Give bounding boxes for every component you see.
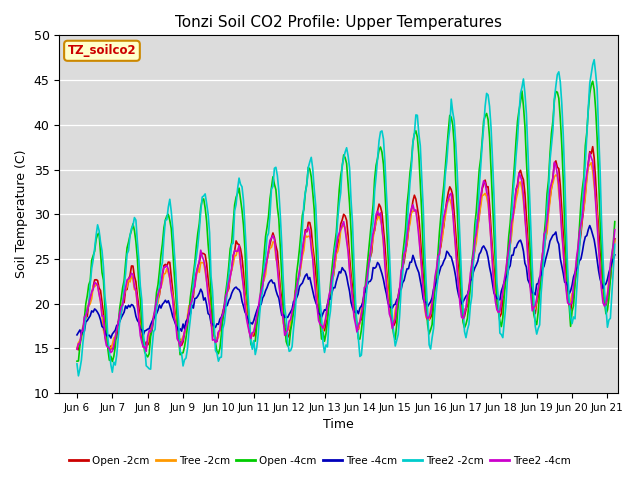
- X-axis label: Time: Time: [323, 419, 354, 432]
- Tree2 -2cm: [166, 196, 173, 202]
- Tree -2cm: [588, 160, 595, 166]
- Open -4cm: [109, 359, 116, 364]
- Title: Tonzi Soil CO2 Profile: Upper Temperatures: Tonzi Soil CO2 Profile: Upper Temperatur…: [175, 15, 502, 30]
- Line: Tree2 -4cm: Tree2 -4cm: [77, 153, 615, 352]
- Open -4cm: [166, 217, 173, 223]
- Tree2 -2cm: [365, 264, 372, 270]
- Tree2 -4cm: [365, 261, 372, 266]
- Tree -2cm: [443, 204, 451, 210]
- Open -2cm: [185, 310, 193, 316]
- Open -4cm: [611, 219, 619, 225]
- Open -2cm: [365, 262, 372, 268]
- Open -2cm: [106, 348, 113, 354]
- Open -2cm: [73, 346, 81, 351]
- Tree -4cm: [586, 223, 593, 228]
- Line: Open -2cm: Open -2cm: [77, 147, 615, 351]
- Text: TZ_soilco2: TZ_soilco2: [68, 44, 136, 57]
- Tree -2cm: [611, 238, 619, 243]
- Open -4cm: [589, 78, 596, 84]
- Tree2 -4cm: [443, 201, 451, 206]
- Open -2cm: [472, 231, 480, 237]
- Tree -4cm: [107, 335, 115, 341]
- Tree2 -2cm: [590, 57, 598, 62]
- Tree -4cm: [166, 302, 173, 308]
- Tree2 -2cm: [472, 217, 480, 223]
- Line: Tree2 -2cm: Tree2 -2cm: [77, 60, 615, 376]
- Open -4cm: [185, 309, 193, 314]
- Open -4cm: [127, 228, 135, 233]
- Open -4cm: [443, 147, 451, 153]
- Tree -2cm: [73, 346, 81, 351]
- Tree -4cm: [73, 332, 81, 338]
- Tree2 -2cm: [73, 361, 81, 367]
- Legend: Open -2cm, Tree -2cm, Open -4cm, Tree -4cm, Tree2 -2cm, Tree2 -4cm: Open -2cm, Tree -2cm, Open -4cm, Tree -4…: [65, 452, 575, 470]
- Open -2cm: [443, 198, 451, 204]
- Tree2 -4cm: [586, 150, 593, 156]
- Tree -4cm: [365, 279, 372, 285]
- Open -2cm: [611, 236, 619, 241]
- Tree -2cm: [166, 276, 173, 281]
- Line: Tree -2cm: Tree -2cm: [77, 163, 615, 348]
- Tree -4cm: [185, 310, 193, 316]
- Tree2 -2cm: [185, 328, 193, 334]
- Y-axis label: Soil Temperature (C): Soil Temperature (C): [15, 150, 28, 278]
- Open -2cm: [166, 260, 173, 265]
- Open -4cm: [365, 246, 372, 252]
- Tree -4cm: [611, 252, 619, 258]
- Tree -4cm: [127, 301, 135, 307]
- Tree2 -4cm: [185, 309, 193, 314]
- Tree2 -2cm: [611, 241, 619, 247]
- Open -4cm: [472, 208, 480, 214]
- Tree -4cm: [472, 262, 480, 268]
- Tree -2cm: [472, 240, 480, 245]
- Tree -2cm: [365, 258, 372, 264]
- Tree2 -4cm: [107, 349, 115, 355]
- Line: Open -4cm: Open -4cm: [77, 81, 615, 361]
- Open -4cm: [73, 358, 81, 364]
- Tree -2cm: [142, 346, 150, 351]
- Line: Tree -4cm: Tree -4cm: [77, 226, 615, 338]
- Tree -2cm: [185, 303, 193, 309]
- Tree2 -2cm: [443, 158, 451, 164]
- Tree2 -2cm: [75, 373, 83, 379]
- Tree2 -4cm: [127, 270, 135, 276]
- Tree2 -4cm: [611, 227, 619, 232]
- Tree2 -4cm: [73, 347, 81, 352]
- Tree2 -4cm: [472, 230, 480, 236]
- Tree -2cm: [126, 279, 134, 285]
- Tree -4cm: [443, 248, 451, 254]
- Open -2cm: [589, 144, 596, 150]
- Tree2 -2cm: [127, 226, 135, 231]
- Open -2cm: [127, 263, 135, 269]
- Tree2 -4cm: [166, 275, 173, 281]
